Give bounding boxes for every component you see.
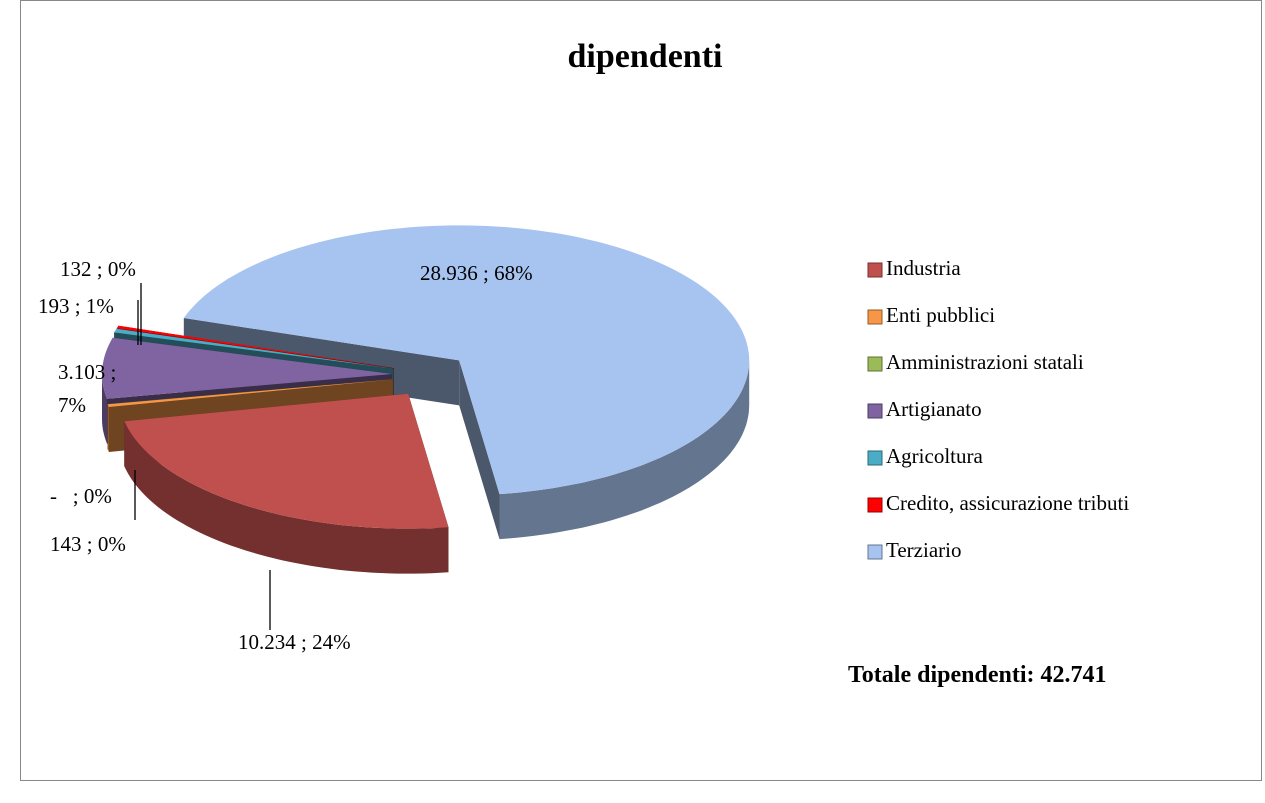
data-label: 3.103 ; 7%: [58, 360, 122, 417]
legend-label: Artigianato: [886, 397, 982, 421]
slice-side: [107, 404, 109, 452]
legend-swatch: [867, 450, 883, 466]
data-label: 10.234 ; 24%: [238, 630, 351, 654]
slice-side: [124, 421, 449, 574]
chart-title: dipendenti: [567, 38, 723, 75]
legend-swatch: [867, 403, 883, 419]
slice-wall: [459, 360, 500, 540]
annotation: Totale dipendenti: 42.741: [848, 662, 1107, 688]
legend-label: Industria: [886, 256, 961, 280]
legend-swatch: [867, 497, 883, 513]
legend-label: Amministrazioni statali: [886, 350, 1084, 374]
data-label: 132 ; 0%: [60, 257, 136, 281]
slice: [114, 328, 394, 369]
legend-label: Enti pubblici: [886, 303, 996, 327]
chart-border: [20, 0, 1262, 781]
legend-label: Agricoltura: [886, 444, 983, 468]
slice: [124, 393, 449, 529]
slice: [102, 337, 392, 399]
legend-swatch: [867, 309, 883, 325]
legend-swatch: [867, 356, 883, 372]
slice: [107, 379, 393, 407]
slice-side: [499, 360, 750, 540]
slice: [116, 325, 394, 369]
legend-label: Terziario: [886, 538, 962, 562]
data-label: - ; 0%: [50, 484, 112, 508]
data-label: 28.936 ; 68%: [420, 261, 533, 285]
legend-swatch: [867, 544, 883, 560]
data-label: 193 ; 1%: [38, 294, 114, 318]
slice: [183, 225, 750, 495]
legend-label: Credito, assicurazione tributi: [886, 491, 1130, 515]
legend-swatch: [867, 262, 883, 278]
slice-side: [102, 374, 107, 444]
data-label: 143 ; 0%: [50, 532, 126, 556]
